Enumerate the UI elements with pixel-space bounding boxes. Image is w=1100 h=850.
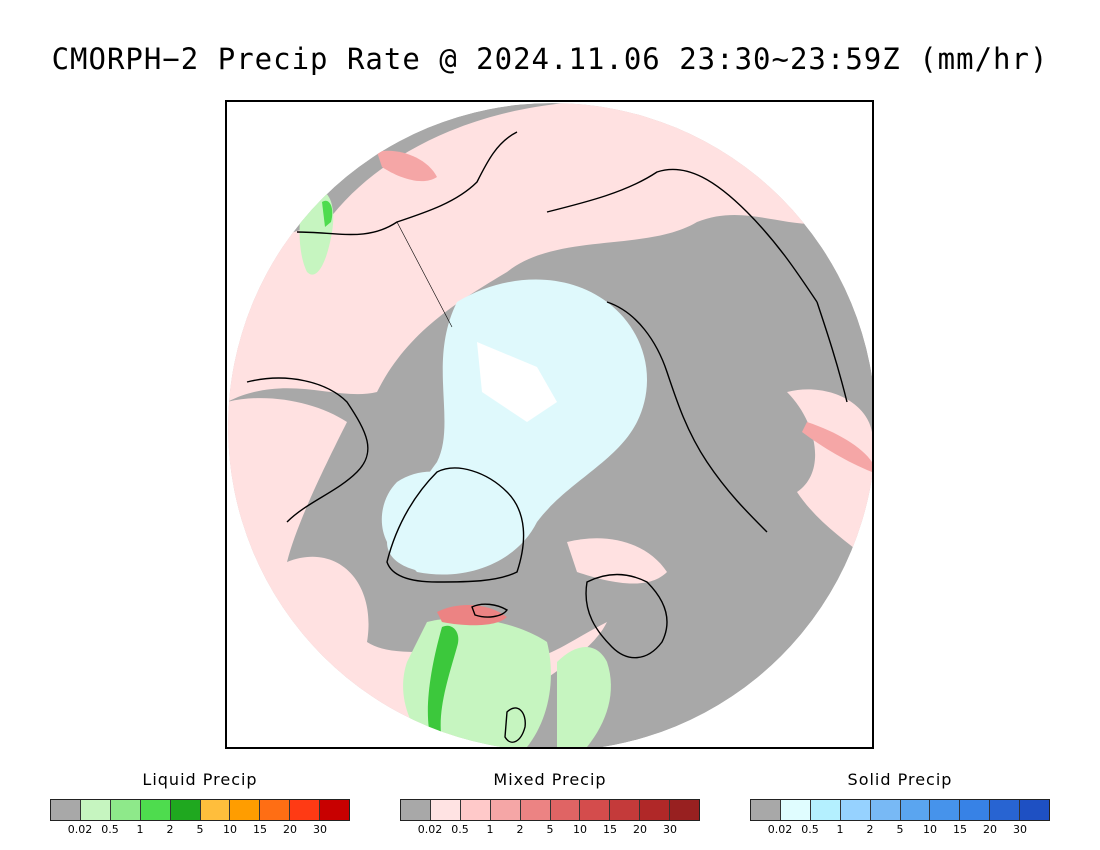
coastline-greenland — [386, 467, 525, 583]
coastlines — [246, 131, 848, 743]
coastline-canada — [246, 377, 369, 523]
legend-tick-label: 20 — [283, 823, 297, 836]
legend-tick-label: 15 — [953, 823, 967, 836]
coastline-russia-north — [606, 301, 768, 533]
legend-tick-label: 0.02 — [767, 823, 793, 836]
legend-swatch — [320, 800, 350, 820]
legend-mixed: Mixed Precip 0.02 0.5 1 2 5 10 15 20 30 — [400, 770, 700, 837]
legend-solid: Solid Precip 0.02 0.5 1 2 5 10 15 20 30 — [750, 770, 1050, 837]
map-panel — [225, 100, 874, 749]
border-alaska-canada — [396, 221, 453, 328]
border-lines — [396, 221, 453, 328]
mixed-precip-region-east — [787, 389, 872, 562]
legend-swatch — [930, 800, 961, 820]
legend-swatch — [80, 800, 111, 820]
legend-swatch — [550, 800, 581, 820]
heavy-liquid-precip-band — [427, 625, 459, 742]
legend-tick-label: 20 — [633, 823, 647, 836]
legend-title: Solid Precip — [847, 770, 953, 789]
legend-colorbar — [750, 799, 1050, 821]
polar-precip-map — [228, 103, 872, 747]
legend-tick-label: 15 — [603, 823, 617, 836]
legend-swatch — [840, 800, 871, 820]
legend-tick-label: 10 — [573, 823, 587, 836]
coastline-alaska — [296, 131, 518, 236]
mixed-precip-streak-east — [802, 422, 872, 472]
legend-swatch — [140, 800, 171, 820]
coastline-iceland — [471, 603, 509, 618]
no-data-region-pole — [477, 342, 557, 422]
legend-tick-label: 2 — [866, 823, 874, 836]
map-title: CMORPH−2 Precip Rate @ 2024.11.06 23:30~… — [51, 42, 1049, 76]
coastline-uk — [504, 707, 526, 743]
legend-ticks: 0.02 0.5 1 2 5 10 15 20 30 — [400, 823, 700, 837]
legend-tick-label: 5 — [196, 823, 204, 836]
legend-tick-label: 20 — [983, 823, 997, 836]
legend-swatch — [260, 800, 291, 820]
coastline-siberia — [546, 168, 818, 303]
legend-tick-label: 30 — [663, 823, 677, 836]
legend-swatch — [900, 800, 931, 820]
legend-tick-label: 2 — [516, 823, 524, 836]
legend-liquid: Liquid Precip 0.02 0.5 1 2 5 10 15 20 30 — [50, 770, 350, 837]
solid-precip-region-greenland — [381, 471, 498, 574]
heavy-liquid-precip-band-pacific — [322, 200, 333, 227]
legend-swatch — [430, 800, 461, 820]
legend-swatch — [170, 800, 201, 820]
mixed-precip-streak-pacific — [377, 150, 437, 182]
legend-swatch — [751, 800, 781, 820]
legend-tick-label: 1 — [486, 823, 494, 836]
legend-tick-label: 0.02 — [417, 823, 443, 836]
legend-swatch — [670, 800, 700, 820]
legend-swatch — [780, 800, 811, 820]
liquid-precip-region-atlantic — [403, 618, 551, 747]
legend-swatch — [810, 800, 841, 820]
legend-title: Liquid Precip — [142, 770, 258, 789]
liquid-precip-region-baltic — [557, 647, 611, 747]
legend-swatch — [401, 800, 431, 820]
legend-swatch — [200, 800, 231, 820]
legend-tick-label: 15 — [253, 823, 267, 836]
legend-swatch — [490, 800, 521, 820]
legend-tick-label: 0.5 — [451, 823, 469, 836]
legend-tick-label: 0.5 — [801, 823, 819, 836]
coastline-scandinavia — [585, 573, 668, 659]
legend-title: Mixed Precip — [493, 770, 607, 789]
legend-tick-label: 30 — [1013, 823, 1027, 836]
legend-ticks: 0.02 0.5 1 2 5 10 15 20 30 — [50, 823, 350, 837]
legend-swatch — [640, 800, 671, 820]
legend-colorbar — [400, 799, 700, 821]
legend-tick-label: 1 — [836, 823, 844, 836]
legend-tick-label: 5 — [546, 823, 554, 836]
legend-swatch — [870, 800, 901, 820]
legend-ticks: 0.02 0.5 1 2 5 10 15 20 30 — [750, 823, 1050, 837]
legend-swatch — [990, 800, 1021, 820]
legend-swatch — [51, 800, 81, 820]
legend-tick-label: 0.02 — [67, 823, 93, 836]
legend-swatch — [610, 800, 641, 820]
legend-tick-label: 10 — [223, 823, 237, 836]
legend-tick-label: 10 — [923, 823, 937, 836]
legend-colorbar — [50, 799, 350, 821]
legend-swatch — [290, 800, 321, 820]
legend-tick-label: 0.5 — [101, 823, 119, 836]
mixed-precip-region-scandinavia — [567, 538, 667, 584]
legend-tick-label: 30 — [313, 823, 327, 836]
legend-swatch — [960, 800, 991, 820]
legend-swatch — [580, 800, 611, 820]
legend-swatch — [460, 800, 491, 820]
legend-swatch — [110, 800, 141, 820]
legend-swatch — [520, 800, 551, 820]
mixed-precip-region-pacific — [228, 103, 837, 402]
mixed-precip-streak-iceland — [437, 605, 507, 626]
coastline-east-siberia — [816, 301, 848, 403]
legend-swatch — [1020, 800, 1050, 820]
legend-swatch — [230, 800, 261, 820]
legend-tick-label: 1 — [136, 823, 144, 836]
legend-tick-label: 5 — [896, 823, 904, 836]
legend-tick-label: 2 — [166, 823, 174, 836]
